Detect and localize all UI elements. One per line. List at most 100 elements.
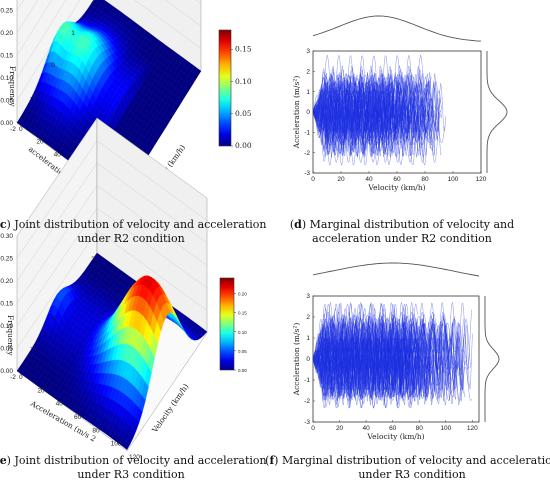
trace-line [312, 358, 472, 402]
z-tick-label: 0.20 [0, 278, 13, 285]
y-tick-label: 40 [56, 401, 64, 408]
caption-letter: f [269, 454, 275, 467]
y-tick-label: 2 [306, 314, 310, 321]
scatter-traces [312, 54, 446, 166]
grid-line [96, 140, 208, 221]
x-tick-label: 1 [71, 30, 75, 37]
scatter-traces [312, 302, 473, 409]
y-tick-label: 120 [129, 454, 140, 461]
x-axis-label: Velocity (km/h) [366, 432, 424, 441]
trace-line [312, 313, 450, 362]
y-tick-label: 2 [306, 69, 310, 76]
x-tick-label: 0 [311, 176, 315, 183]
y-tick-label: 80 [92, 427, 100, 434]
trace-line [312, 322, 467, 366]
grid-line [16, 0, 52, 56]
z-tick-label: 0.15 [0, 53, 13, 60]
z-tick-label: 0.05 [0, 98, 13, 105]
grid-line [96, 185, 208, 266]
trace-line [312, 103, 435, 166]
colorbar-tick-label: 0.10 [238, 330, 247, 335]
trace-line [312, 111, 439, 142]
trace-line [312, 303, 411, 371]
colorbar-tick-label: 0.05 [235, 109, 252, 118]
z-tick-label: 0.05 [0, 346, 13, 353]
caption-letter: d [294, 218, 302, 231]
z-axis-label: Frequency [6, 315, 15, 356]
z-tick-label: 0.00 [0, 368, 13, 375]
x-tick-label: 120 [467, 425, 478, 432]
grid-line [16, 207, 98, 327]
caption-text: ) Marginal distribution of velocity and … [274, 454, 550, 467]
grid-line [165, 0, 202, 27]
trace-line [312, 328, 413, 370]
caption-paren: ( [290, 218, 294, 231]
caption-line2: under R3 condition [77, 468, 184, 481]
trace-line [312, 65, 426, 120]
y-axis-label: Acceleration (m/s²) [292, 76, 301, 150]
trace-line [312, 321, 463, 375]
trace-line [312, 358, 411, 385]
colorbar-tick-label: 0.00 [235, 141, 252, 150]
colorbar-tick-label: 0.10 [235, 77, 252, 86]
colorbar-tick-label: 0.15 [235, 45, 252, 54]
trace-line [312, 81, 437, 122]
trace-line [312, 88, 398, 134]
trace-line [312, 320, 445, 360]
y-tick-label: 3 [306, 48, 310, 55]
trace-line [312, 324, 444, 360]
z-tick-label: 0.10 [0, 323, 13, 330]
y-tick-label: 20 [36, 139, 44, 146]
z-tick-label: 0.00 [0, 120, 13, 127]
caption-line2: acceleration under R2 condition [312, 232, 492, 245]
z-tick-label: 0.25 [0, 8, 13, 15]
x-tick-label: -1 [30, 345, 36, 352]
x-tick-label: 2 [91, 256, 95, 263]
grid-line [16, 117, 98, 237]
colorbar [218, 29, 232, 147]
caption-line2: under R3 condition [358, 468, 465, 481]
y-tick-label: 0 [306, 356, 310, 363]
colorbar-tick-label: 0.05 [238, 349, 247, 354]
x-tick-label: 0 [311, 425, 315, 432]
z-tick-label: 0.20 [0, 30, 13, 37]
y-tick-label: 40 [54, 151, 62, 158]
grid-line [96, 207, 208, 289]
z-axis-label: Frequency [8, 66, 17, 107]
caption-letter: e [0, 454, 7, 467]
trace-line [312, 335, 414, 360]
grid-line [96, 230, 208, 311]
caption-text: ) Joint distribution of velocity and acc… [7, 218, 267, 231]
x-tick-label: 80 [421, 176, 429, 183]
y-tick-label: 0 [19, 126, 23, 133]
caption-line1: (f) Marginal distribution of velocity an… [265, 454, 550, 467]
y-tick-label: 1 [306, 89, 310, 96]
grid-line [134, 0, 202, 49]
y-tick-label: 20 [37, 387, 45, 394]
caption-line1: (d) Marginal distribution of velocity an… [290, 218, 514, 231]
y-tick-label: -2 [304, 398, 310, 405]
y-tick-label: 0 [306, 109, 310, 116]
y-tick-label: 100 [111, 441, 122, 448]
top-marginal-density [312, 262, 480, 277]
trace-line [312, 68, 428, 114]
grid-line [16, 140, 98, 259]
trace-line [312, 329, 448, 399]
colorbar-tick-label: 0.00 [238, 368, 247, 373]
x-tick-label: 100 [440, 425, 451, 432]
grid-line [96, 162, 208, 244]
x-tick-label: 120 [476, 176, 487, 183]
x-axis-label: Velocity (km/h) [367, 183, 425, 192]
y-axis-label: Acceleration (m/s²) [292, 323, 301, 397]
trace-line [312, 89, 390, 155]
caption-line1: (e) Joint distribution of velocity and a… [0, 454, 267, 467]
x-tick-label: 0 [51, 62, 55, 69]
grid-line [16, 0, 66, 79]
caption-text: ) Joint distribution of velocity and acc… [7, 454, 267, 467]
trace-line [312, 90, 423, 146]
colorbar [219, 277, 235, 371]
trace-line [313, 302, 472, 370]
caption-letter: c [0, 218, 7, 231]
x-tick-label: 20 [336, 425, 344, 432]
y-tick-label: -1 [304, 377, 310, 384]
